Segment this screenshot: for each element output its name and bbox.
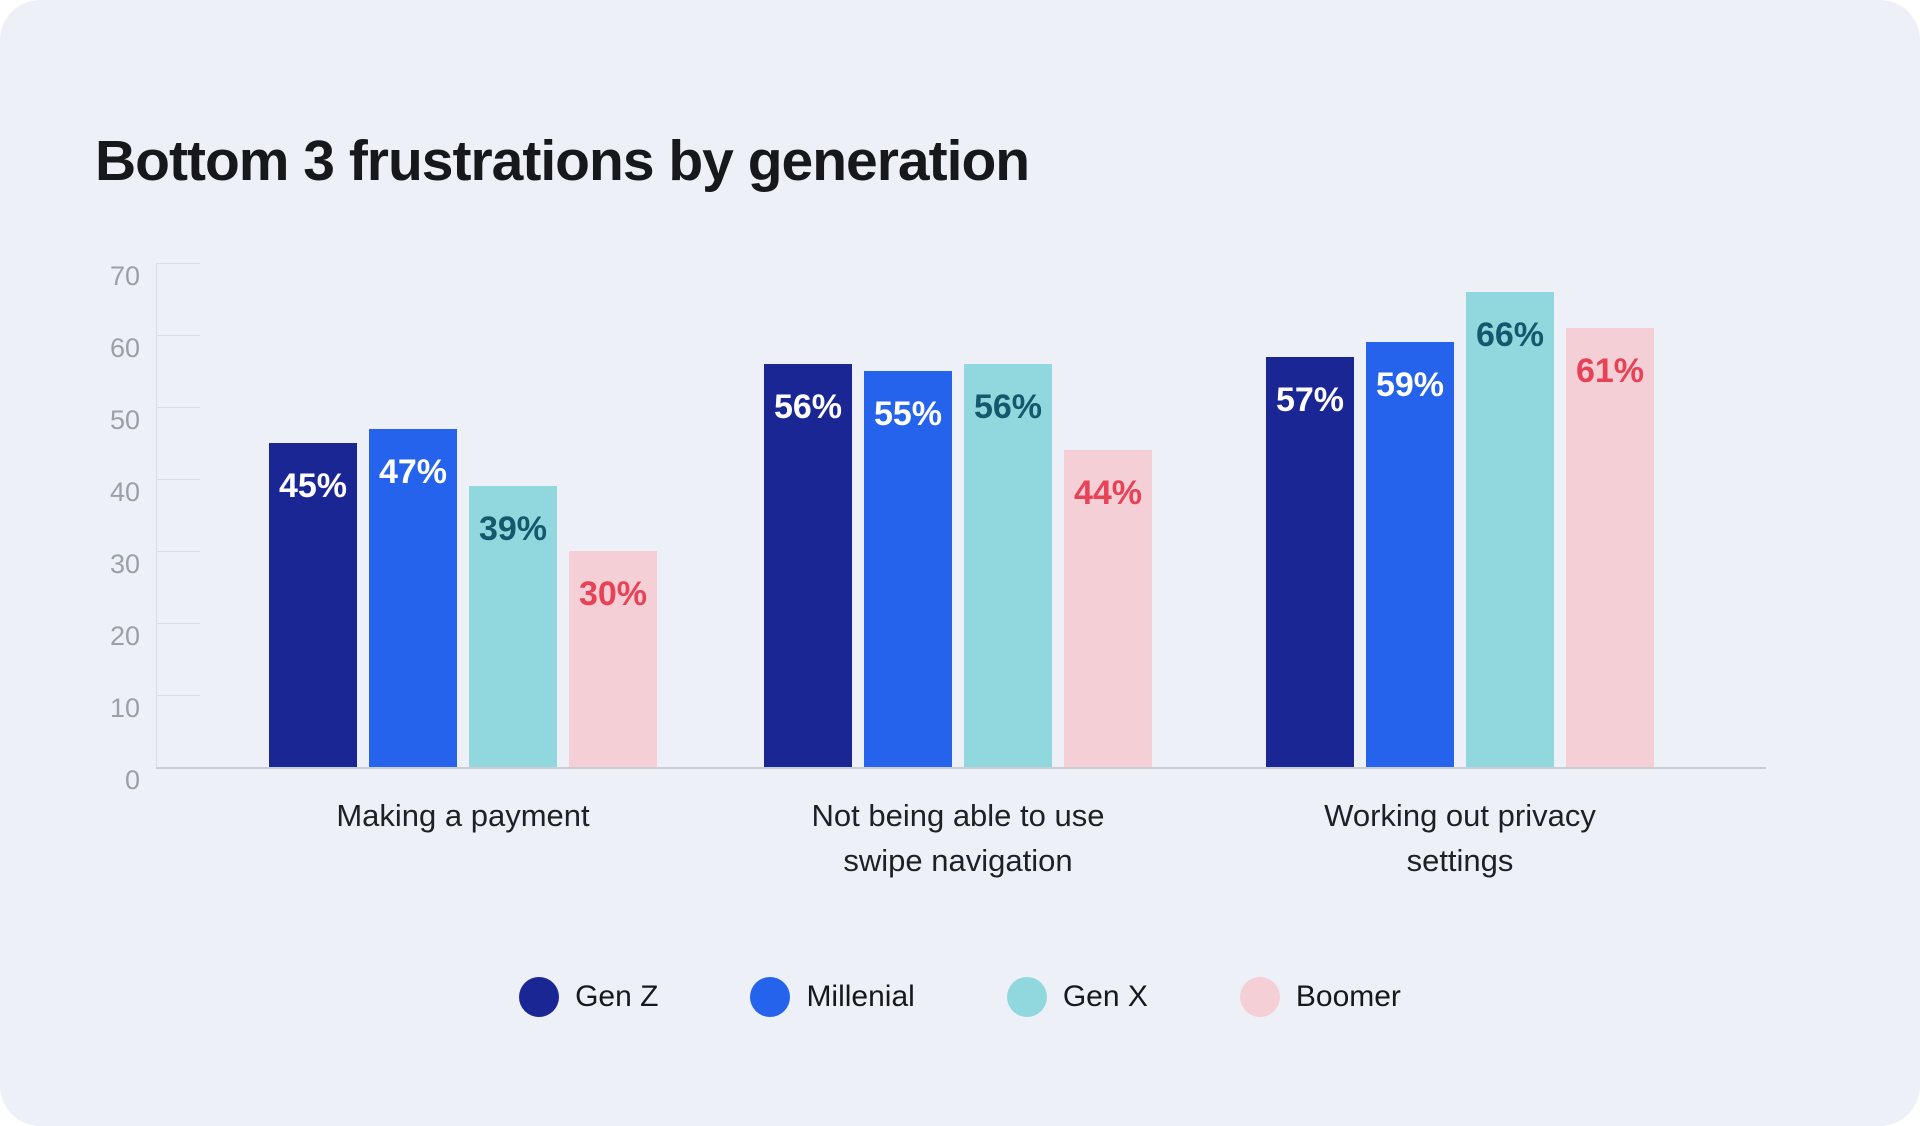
y-axis-tick-label: 20: [109, 621, 140, 651]
bar-gen-z-working-out-privacy-settings: 57%: [1266, 356, 1354, 767]
bar-millenial-making-a-payment: 47%: [369, 428, 457, 767]
bar-millenial-working-out-privacy-settings: 59%: [1366, 342, 1454, 767]
bar-gen-x-making-a-payment: 39%: [469, 486, 557, 767]
y-axis-tick: [156, 551, 200, 552]
y-axis-tick-label: 50: [109, 405, 140, 435]
bar-boomer-making-a-payment: 30%: [569, 551, 657, 767]
y-axis-tick: [156, 695, 200, 696]
legend-swatch-millenial: [750, 977, 791, 1017]
bar-value-label: 57%: [1275, 380, 1345, 419]
bar-millenial-not-being-able-to-use-swipe-navigation: 55%: [864, 371, 952, 767]
y-axis-tick-label: 70: [109, 261, 140, 291]
category-label-line: swipe navigation: [843, 843, 1073, 878]
legend-swatch-boomer: [1239, 977, 1280, 1017]
y-axis-tick-label: 0: [124, 765, 140, 795]
chart-title: Bottom 3 frustrations by generation: [95, 129, 1030, 193]
bar-gen-x-working-out-privacy-settings: 66%: [1466, 291, 1554, 767]
legend: Gen Z Millenial Gen X Boomer: [0, 977, 1920, 1017]
legend-swatch-gen-z: [519, 977, 560, 1017]
bar-value-label: 55%: [873, 395, 943, 433]
category-label-line: Making a payment: [336, 798, 590, 833]
legend-item-boomer: Boomer: [1239, 977, 1401, 1017]
x-axis-line: [156, 767, 1766, 769]
bar-boomer-not-being-able-to-use-swipe-navigation: 44%: [1064, 450, 1152, 767]
bar-value-label: 56%: [973, 387, 1043, 426]
category-label-line: Working out privacy: [1324, 798, 1596, 833]
bar-value-label: 47%: [378, 452, 448, 491]
legend-item-millenial: Millenial: [750, 977, 915, 1017]
y-axis-tick: [156, 623, 200, 624]
bar-value-label: 61%: [1575, 351, 1645, 390]
legend-label-gen-z: Gen Z: [575, 980, 659, 1013]
bar-value-label: 44%: [1073, 474, 1143, 513]
bar-value-label: 56%: [773, 387, 843, 426]
bar-gen-x-not-being-able-to-use-swipe-navigation: 56%: [964, 363, 1052, 767]
y-axis-line: [156, 263, 157, 767]
legend-label-boomer: Boomer: [1295, 980, 1401, 1013]
category-label-not-being-able-to-use-swipe-navigation: Not being able to use swipe navigation: [698, 793, 1218, 883]
bar-value-label: 59%: [1375, 366, 1445, 405]
category-label-line: Not being able to use: [811, 798, 1105, 833]
legend-item-gen-z: Gen Z: [519, 977, 658, 1017]
bar-value-label: 66%: [1475, 315, 1545, 354]
category-label-working-out-privacy-settings: Working out privacy settings: [1200, 793, 1720, 883]
y-axis-tick: [156, 263, 200, 264]
bar-value-label: 45%: [278, 467, 348, 505]
category-label-making-a-payment: Making a payment: [203, 793, 723, 838]
bar-boomer-working-out-privacy-settings: 61%: [1566, 327, 1654, 767]
y-axis-tick-label: 10: [109, 693, 140, 723]
bar-value-label: 39%: [478, 510, 548, 549]
legend-label-gen-x: Gen X: [1062, 980, 1148, 1013]
y-axis-tick: [156, 407, 200, 408]
bar-gen-z-not-being-able-to-use-swipe-navigation: 56%: [764, 363, 852, 767]
bar-gen-z-making-a-payment: 45%: [269, 443, 357, 767]
y-axis-tick-label: 30: [109, 549, 140, 579]
legend-label-millenial: Millenial: [806, 980, 915, 1013]
y-axis-tick: [156, 335, 200, 336]
y-axis-tick-label: 40: [109, 477, 140, 507]
y-axis-tick: [156, 479, 200, 480]
category-label-line: settings: [1406, 843, 1514, 878]
bar-value-label: 30%: [578, 575, 648, 613]
legend-swatch-gen-x: [1006, 977, 1047, 1017]
y-axis-tick-label: 60: [109, 333, 140, 363]
legend-item-gen-x: Gen X: [1006, 977, 1148, 1017]
